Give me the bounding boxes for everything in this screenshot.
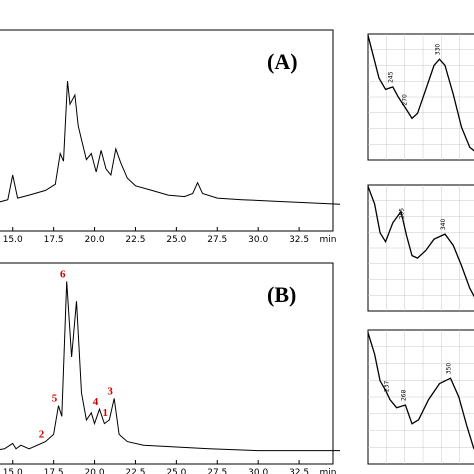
- x-tick-label: 32.5: [289, 468, 309, 474]
- chromatogram-a: (A) 15.0 17.5 20.0 22.5 25.0 27.5 30.0 32.5 min: [0, 29, 341, 245]
- x-tick-label: 22.5: [125, 235, 145, 245]
- peak-label: 5: [52, 393, 58, 405]
- peak-label: 6: [60, 268, 66, 280]
- x-axis-label: min: [320, 235, 337, 245]
- uv-peak-label: 270: [402, 94, 409, 106]
- peak-label: 1: [103, 407, 109, 419]
- x-tick-label: 15.0: [3, 468, 23, 474]
- peak-label: 4: [93, 396, 99, 408]
- x-tick-label: 25.0: [166, 468, 186, 474]
- uv-peak-label: 340: [440, 219, 447, 231]
- chromatogram-trace: [0, 281, 340, 452]
- panel-label-a: (A): [267, 49, 298, 74]
- x-tick-label: 15.0: [3, 235, 23, 245]
- x-tick-label: 20.0: [85, 468, 105, 474]
- uv-peak-label: 237: [383, 381, 390, 393]
- chromatogram-b: (B) 15.0 17.5 20.0 22.5 25.0 27.5 30.0 32.5 min1…: [0, 262, 340, 474]
- uv-spectrum-1: 245 270 330: [367, 33, 474, 161]
- chromatogram-b-frame: [0, 262, 334, 465]
- x-tick-label: 25.0: [166, 235, 186, 245]
- x-tick-label: 30.0: [248, 235, 268, 245]
- x-tick-label: 27.5: [207, 468, 227, 474]
- peak-label: 2: [39, 429, 45, 441]
- x-tick-label: 30.0: [248, 468, 268, 474]
- uv-peak-label: 245: [388, 71, 395, 83]
- x-axis-label: min: [320, 468, 337, 474]
- x-tick-label: 27.5: [207, 235, 227, 245]
- chromatogram-trace: [0, 81, 341, 205]
- uv-spectrum-3: 237 268 350: [367, 329, 474, 465]
- chromatogram-a-frame: [0, 29, 334, 232]
- x-tick-label: 20.0: [85, 235, 105, 245]
- x-tick-label: 22.5: [125, 468, 145, 474]
- x-tick-label: 32.5: [289, 235, 309, 245]
- uv-peak-label: 265: [399, 208, 406, 220]
- uv-peak-label: 330: [435, 44, 442, 56]
- uv-trace: [367, 332, 474, 450]
- chromatogram-a-plot: 15.0 17.5 20.0 22.5 25.0 27.5 30.0 32.5 min: [0, 81, 341, 245]
- uv-trace: [367, 186, 474, 298]
- uv-spectrum-2: 265 340: [367, 184, 474, 312]
- uv-peak-label: 268: [400, 389, 407, 401]
- x-tick-label: 17.5: [44, 468, 64, 474]
- uv-peak-label: 350: [446, 363, 453, 375]
- panel-label-b: (B): [267, 282, 296, 307]
- peak-label: 3: [107, 385, 113, 397]
- chromatogram-b-plot: 15.0 17.5 20.0 22.5 25.0 27.5 30.0 32.5 min 1 2 34 5…: [0, 268, 340, 474]
- x-tick-label: 17.5: [44, 235, 64, 245]
- uv-trace: [367, 35, 474, 152]
